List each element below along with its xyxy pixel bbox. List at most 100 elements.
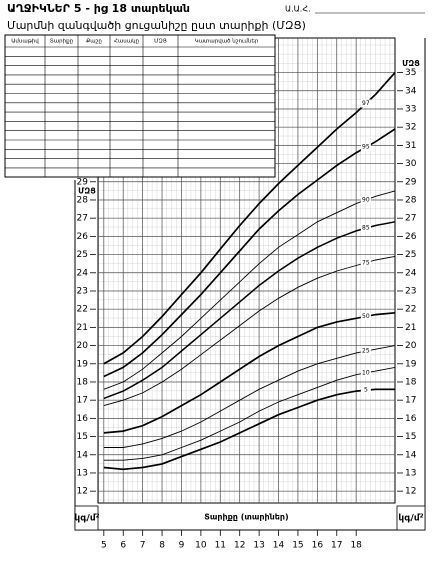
legend-bg (360, 143, 371, 152)
legend-bg (360, 224, 371, 233)
y-tick-label: 23 (405, 286, 416, 296)
legend-label: 25 (362, 348, 370, 355)
table-header: Տարիքը (50, 39, 74, 45)
y-tick-label: 25 (405, 250, 416, 260)
table-frame (4, 34, 276, 178)
unit-label: կգ/մ² (398, 514, 423, 524)
y-tick-label: 15 (77, 432, 88, 442)
name-label: Ա.Ա.Հ. (285, 5, 311, 14)
legend-bg (360, 386, 371, 395)
table-header: ՄԶՑ (154, 39, 167, 45)
x-tick-label: 6 (120, 541, 126, 551)
legend-label: 97 (362, 100, 370, 107)
y-tick-label: 28 (405, 195, 417, 205)
percentile-line (103, 311, 396, 434)
y-tick-label: 20 (77, 341, 89, 351)
y-tick-label: 24 (405, 268, 417, 278)
y-axis-label: ՄԶՑ (402, 59, 420, 68)
x-tick-label: 13 (253, 541, 264, 551)
y-tick-label: 13 (405, 468, 416, 478)
table-header: Ամսաթիվ (11, 39, 39, 45)
y-tick-label: 15 (405, 432, 416, 442)
legend-bg (360, 347, 371, 356)
measurement-table: Ամսաթիվ Տարիքը Քաշը Հասակը ՄԶՑ Կատարված նշում… (4, 34, 276, 178)
legend-bg (360, 258, 371, 267)
chart-subtitle: Մարմնի զանգվածի ցուցանիշը ըստ տարիքի (ՄԶ… (7, 19, 306, 32)
percentile-line (103, 255, 396, 407)
y-tick-label: 17 (405, 396, 416, 406)
y-tick-label: 24 (77, 268, 89, 278)
legend-label: 5 (364, 387, 368, 394)
x-tick-label: 17 (331, 541, 342, 551)
y-axis-label: ՄԶՑ (78, 186, 96, 195)
y-tick-label: 13 (77, 468, 88, 478)
y-tick-label: 19 (405, 359, 417, 369)
y-tick-label: 12 (405, 487, 416, 497)
y-tick-label: 21 (405, 323, 416, 333)
y-tick-label: 22 (77, 305, 88, 315)
unit-label: կգ/մ² (74, 514, 99, 524)
percentile-line (103, 128, 396, 378)
y-tick-label: 31 (405, 141, 416, 151)
y-tick-label: 12 (77, 487, 88, 497)
percentile-line (103, 190, 396, 390)
unit-box (396, 505, 426, 531)
y-tick-label: 35 (405, 68, 416, 78)
y-tick-label: 14 (405, 450, 417, 460)
x-tick-label: 10 (195, 541, 207, 551)
y-tick-label: 28 (77, 195, 89, 205)
unit-box (74, 505, 99, 531)
y-tick-label: 16 (77, 414, 89, 424)
percentile-line (103, 366, 396, 461)
y-tick-label: 23 (77, 286, 88, 296)
y-tick-label: 21 (77, 323, 88, 333)
x-axis-label: Տարիքը (տարիներ) (204, 513, 288, 522)
y-tick-label: 16 (405, 414, 417, 424)
y-tick-label: 22 (405, 305, 416, 315)
x-tick-label: 9 (179, 541, 185, 551)
x-tick-label: 18 (350, 541, 362, 551)
legend-bg (360, 99, 371, 108)
chart-title: ԱՂՋԻԿՆԵՐ 5 - ից 18 տարեկան (7, 2, 190, 15)
x-tick-label: 14 (273, 541, 285, 551)
x-tick-label: 7 (140, 541, 146, 551)
legend-label: 10 (362, 369, 370, 376)
legend-label: 85 (362, 225, 370, 232)
percentile-line (103, 72, 396, 365)
x-tick-label: 15 (292, 541, 303, 551)
table-header: Քաշը (86, 39, 102, 45)
y-tick-label: 18 (405, 377, 417, 387)
percentile-line (103, 221, 396, 400)
y-tick-label: 17 (77, 396, 88, 406)
x-tick-label: 16 (312, 541, 324, 551)
legend-bg (360, 368, 371, 377)
percentile-line (103, 345, 396, 448)
x-tick-label: 11 (215, 541, 226, 551)
legend-label: 75 (362, 259, 370, 266)
y-tick-label: 33 (405, 104, 416, 114)
y-tick-label: 19 (77, 359, 89, 369)
y-tick-label: 27 (77, 214, 88, 224)
percentile-line (103, 388, 395, 471)
y-tick-label: 20 (405, 341, 417, 351)
y-tick-label: 26 (77, 232, 89, 242)
legend-label: 50 (362, 313, 370, 320)
y-tick-label: 29 (77, 177, 89, 187)
legend-label: 95 (362, 144, 370, 151)
y-tick-label: 32 (405, 123, 416, 133)
y-tick-label: 14 (77, 450, 89, 460)
x-tick-label: 5 (101, 541, 107, 551)
legend-bg (360, 195, 371, 204)
y-tick-label: 26 (405, 232, 417, 242)
y-tick-label: 34 (405, 86, 417, 96)
y-tick-label: 30 (405, 159, 417, 169)
y-tick-label: 27 (405, 214, 416, 224)
legend-label: 90 (362, 196, 370, 203)
y-tick-label: 18 (77, 377, 89, 387)
y-tick-label: 25 (77, 250, 88, 260)
table-header: Կատարված նշումներ (195, 39, 259, 45)
chart-frame (74, 38, 426, 531)
y-tick-label: 29 (405, 177, 417, 187)
table-header: Հասակը (114, 39, 140, 45)
